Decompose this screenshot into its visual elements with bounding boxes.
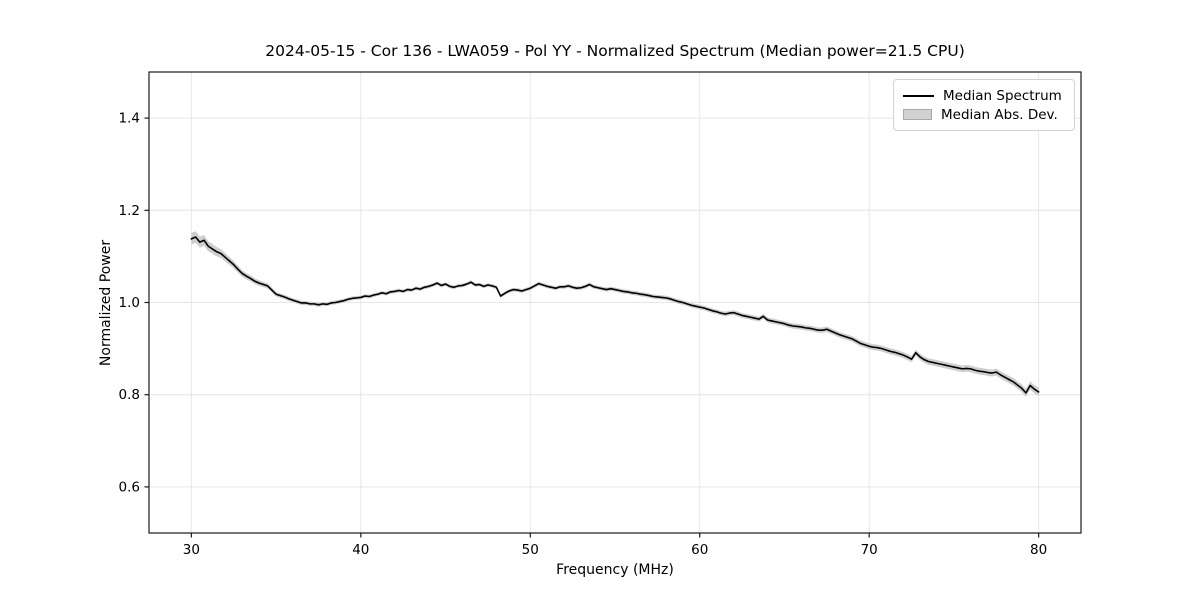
chart-title: 2024-05-15 - Cor 136 - LWA059 - Pol YY -… <box>265 42 965 60</box>
x-tick-label: 30 <box>183 542 200 558</box>
x-tick-label: 50 <box>522 542 539 558</box>
legend-entry-median-spectrum: Median Spectrum <box>903 86 1064 105</box>
legend-label: Median Abs. Dev. <box>941 106 1058 123</box>
legend-label: Median Spectrum <box>943 87 1062 104</box>
legend-entry-median-abs-dev: Median Abs. Dev. <box>903 105 1064 124</box>
y-tick-label: 0.6 <box>119 479 140 495</box>
y-tick-label: 1.0 <box>119 295 140 311</box>
x-axis-ticks: 30 40 50 60 70 80 <box>183 533 1047 558</box>
legend-line-swatch-icon <box>903 94 934 97</box>
y-tick-label: 0.8 <box>119 387 140 403</box>
y-axis-ticks: 0.6 0.8 1.0 1.2 1.4 <box>119 111 149 495</box>
y-tick-label: 1.4 <box>119 111 140 127</box>
grid-lines <box>149 72 1081 533</box>
mad-band <box>191 231 1039 397</box>
x-axis-label: Frequency (MHz) <box>556 562 674 578</box>
y-tick-label: 1.2 <box>119 203 140 219</box>
x-tick-label: 40 <box>352 542 369 558</box>
median-spectrum-line <box>190 236 1040 394</box>
legend: Median Spectrum Median Abs. Dev. <box>893 79 1075 131</box>
x-tick-label: 60 <box>691 542 708 558</box>
x-tick-label: 70 <box>861 542 878 558</box>
legend-patch-swatch-icon <box>903 109 932 120</box>
x-tick-label: 80 <box>1030 542 1047 558</box>
y-axis-label: Normalized Power <box>98 239 114 367</box>
